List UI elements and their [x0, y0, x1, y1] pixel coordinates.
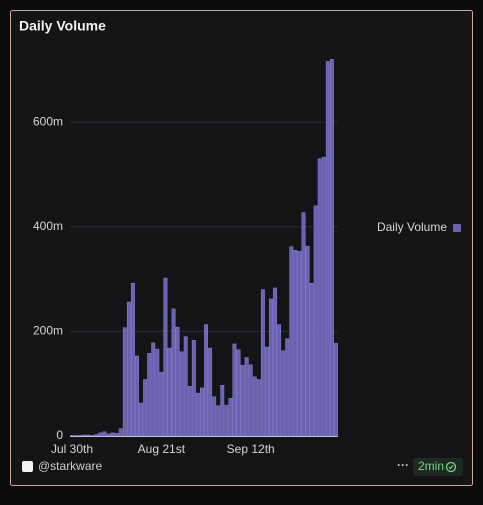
bar — [273, 287, 278, 437]
y-tick-label: 600m — [33, 114, 63, 128]
bar — [122, 327, 127, 437]
bar — [191, 340, 196, 437]
bar — [195, 392, 200, 437]
x-tick-label: Aug 21st — [138, 442, 186, 456]
bar — [171, 308, 176, 437]
bar — [297, 251, 302, 437]
bar — [212, 396, 217, 437]
bar — [86, 434, 91, 437]
bar — [90, 435, 95, 437]
status-check — [448, 465, 454, 470]
bar — [252, 376, 257, 437]
bar — [183, 336, 188, 437]
bar — [309, 283, 314, 437]
bar — [334, 343, 338, 437]
status-icon — [445, 461, 457, 473]
bar — [248, 364, 253, 437]
bar — [143, 379, 148, 437]
bar — [277, 324, 282, 437]
bar — [204, 324, 208, 437]
bar — [94, 434, 99, 437]
bar — [256, 379, 261, 437]
bar — [216, 405, 221, 437]
y-tick-label: 0 — [56, 428, 63, 442]
bar — [130, 283, 135, 437]
bar — [106, 433, 111, 437]
bar — [228, 398, 233, 437]
bar — [264, 346, 269, 437]
bar — [126, 301, 131, 437]
bar — [301, 212, 306, 437]
bar — [244, 357, 249, 437]
bar — [78, 435, 83, 437]
bar — [167, 347, 172, 437]
bar — [313, 205, 318, 437]
bar — [151, 342, 156, 437]
menu-icon[interactable]: ··· — [397, 458, 409, 472]
bar — [163, 277, 168, 437]
bar — [155, 348, 160, 437]
bar — [269, 298, 273, 437]
bar — [110, 432, 115, 437]
bar — [82, 434, 87, 437]
user-handle[interactable]: @starkware — [38, 459, 103, 473]
legend-label: Daily Volume — [377, 220, 447, 234]
y-tick-label: 400m — [33, 219, 63, 233]
bar — [321, 156, 326, 437]
bar — [187, 386, 192, 437]
bar — [208, 347, 213, 437]
bar — [325, 61, 330, 437]
x-tick-label: Jul 30th — [51, 442, 93, 456]
bar — [285, 338, 290, 437]
bar — [102, 431, 107, 437]
bar — [240, 365, 245, 437]
bar — [281, 350, 286, 437]
bar — [317, 158, 322, 437]
chart-title: Daily Volume — [19, 18, 106, 34]
bar — [98, 432, 103, 437]
legend-swatch — [453, 224, 461, 232]
bar — [289, 246, 294, 437]
bar — [232, 343, 237, 437]
bar — [139, 402, 144, 437]
bar — [175, 326, 180, 437]
bar — [135, 355, 139, 437]
bar — [159, 371, 164, 437]
bar — [147, 353, 152, 437]
bar — [305, 245, 310, 437]
y-tick-label: 200m — [33, 324, 63, 338]
bar — [70, 435, 74, 437]
bar — [179, 351, 184, 437]
bar — [200, 387, 204, 437]
x-tick-label: Sep 12th — [227, 442, 275, 456]
bar — [329, 59, 334, 437]
age-label: 2min — [418, 459, 444, 473]
bar — [118, 428, 123, 437]
bar — [236, 349, 241, 437]
bar — [114, 433, 119, 437]
bar — [293, 250, 298, 437]
bar — [74, 435, 79, 437]
bar — [260, 289, 265, 437]
bar — [220, 385, 225, 437]
bar — [224, 404, 229, 437]
user-avatar — [22, 461, 33, 472]
